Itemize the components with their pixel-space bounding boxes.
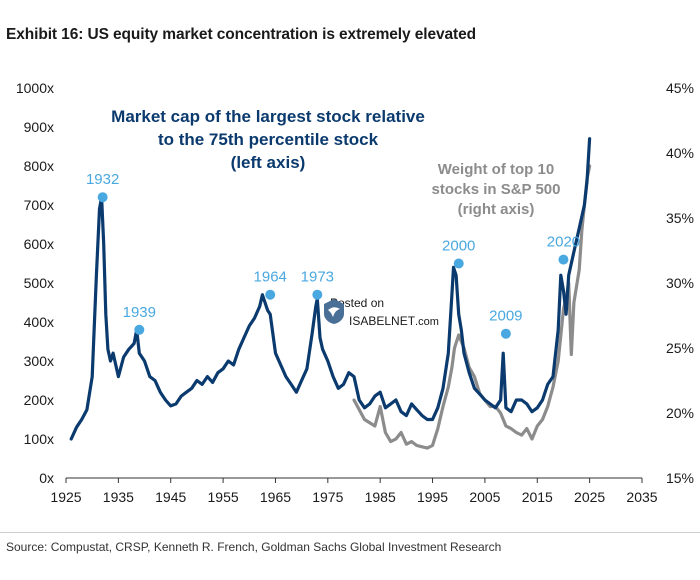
chart-annotations: 1932 1939 1964 1973 2000 2009 2020 bbox=[86, 171, 580, 339]
x-tick-label: 2015 bbox=[522, 489, 553, 505]
legend-navy-line: to the 75th percentile stock bbox=[158, 130, 379, 149]
annotation-label: 1932 bbox=[86, 171, 119, 188]
x-tick-label: 2025 bbox=[574, 489, 605, 505]
left-tick-label: 0x bbox=[39, 470, 54, 486]
chart-axes: 1925 1935 1945 1955 1965 1975 1985 1995 2005 2015… bbox=[16, 80, 694, 505]
watermark-brand-name: ISABELNET bbox=[349, 314, 416, 328]
left-tick-label: 600x bbox=[24, 236, 54, 252]
right-tick-label: 45% bbox=[666, 80, 694, 96]
page-title: Exhibit 16: US equity market concentrati… bbox=[6, 26, 476, 43]
chart: 1925 1935 1945 1955 1965 1975 1985 1995 2005 2015… bbox=[16, 80, 694, 505]
right-tick-label: 25% bbox=[666, 340, 694, 356]
annotation-point bbox=[500, 328, 511, 339]
legend-gray-line: Weight of top 10 bbox=[438, 161, 554, 178]
annotation-point bbox=[265, 289, 276, 300]
annotation-point bbox=[453, 258, 464, 269]
largest-stock-ratio-line bbox=[69, 137, 592, 441]
left-tick-label: 1000x bbox=[16, 80, 54, 96]
x-tick-label: 2035 bbox=[626, 489, 657, 505]
right-tick-label: 35% bbox=[666, 210, 694, 226]
annotation-label: 2020 bbox=[547, 234, 580, 251]
x-tick-label: 1985 bbox=[365, 489, 396, 505]
x-tick-label: 1965 bbox=[260, 489, 291, 505]
legend-navy-line: (left axis) bbox=[231, 153, 306, 172]
x-tick-label: 2005 bbox=[469, 489, 500, 505]
right-tick-label: 30% bbox=[666, 275, 694, 291]
left-tick-label: 300x bbox=[24, 353, 54, 369]
isabelnet-logo-icon bbox=[324, 299, 344, 324]
x-tick-label: 1995 bbox=[417, 489, 448, 505]
watermark-brand-suffix: .com bbox=[415, 316, 439, 328]
left-tick-label: 400x bbox=[24, 314, 54, 330]
annotation-point bbox=[558, 254, 569, 265]
right-tick-label: 20% bbox=[666, 405, 694, 421]
legend-gray-line: stocks in S&P 500 bbox=[432, 181, 561, 198]
right-tick-label: 40% bbox=[666, 145, 694, 161]
annotation-point bbox=[312, 289, 323, 300]
left-tick-label: 800x bbox=[24, 158, 54, 174]
footer-divider bbox=[0, 532, 700, 533]
annotation-label: 2009 bbox=[489, 308, 522, 325]
x-tick-label: 1945 bbox=[155, 489, 186, 505]
legend-navy-line: Market cap of the largest stock relative bbox=[111, 107, 425, 126]
annotation-label: 1973 bbox=[301, 269, 334, 286]
x-tick-label: 1925 bbox=[50, 489, 81, 505]
annotation-point bbox=[97, 192, 108, 203]
annotation-point bbox=[134, 324, 145, 335]
left-tick-label: 500x bbox=[24, 275, 54, 291]
annotation-label: 1964 bbox=[254, 269, 287, 286]
left-tick-label: 200x bbox=[24, 392, 54, 408]
watermark-brand: ISABELNET.com bbox=[349, 314, 439, 328]
annotation-label: 1939 bbox=[123, 304, 156, 321]
legend-gray-line: (right axis) bbox=[458, 201, 535, 218]
series-largest-stock-ratio bbox=[69, 137, 592, 441]
x-tick-label: 1935 bbox=[103, 489, 134, 505]
right-tick-label: 15% bbox=[666, 470, 694, 486]
left-tick-label: 900x bbox=[24, 119, 54, 135]
left-tick-label: 100x bbox=[24, 431, 54, 447]
left-tick-label: 700x bbox=[24, 197, 54, 213]
source-note: Source: Compustat, CRSP, Kenneth R. Fren… bbox=[6, 540, 502, 554]
x-tick-label: 1975 bbox=[312, 489, 343, 505]
x-tick-label: 1955 bbox=[208, 489, 239, 505]
annotation-label: 2000 bbox=[442, 238, 475, 255]
chart-legends: Market cap of the largest stock relative… bbox=[111, 107, 560, 218]
